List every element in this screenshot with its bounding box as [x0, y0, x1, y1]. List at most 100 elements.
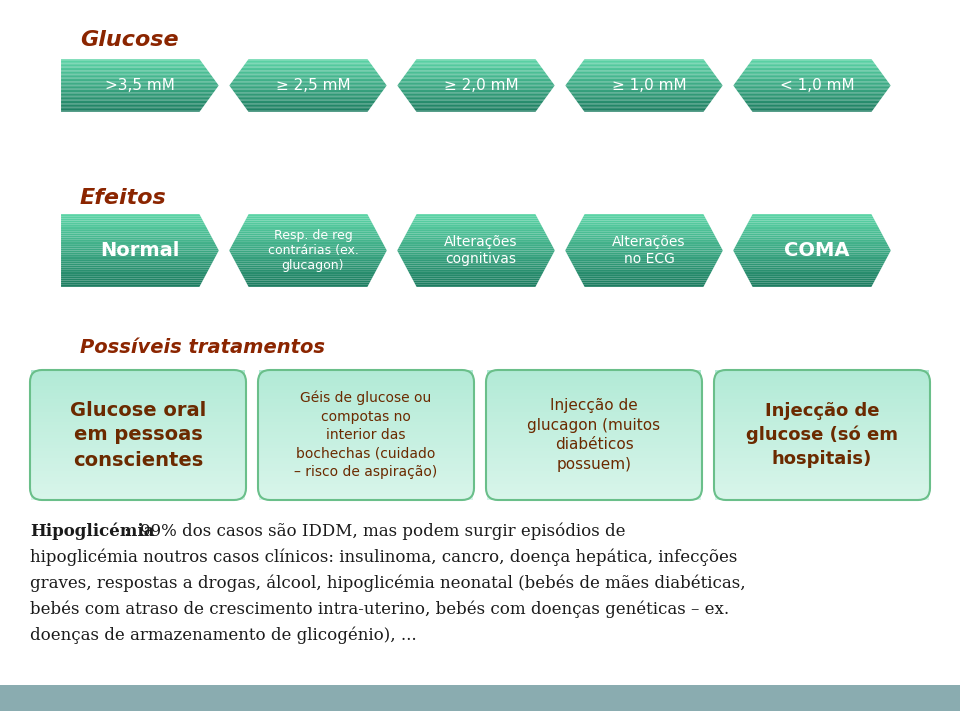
Polygon shape — [399, 80, 553, 81]
Text: COMA: COMA — [784, 241, 850, 260]
Bar — [715, 454, 929, 458]
Polygon shape — [247, 286, 369, 288]
Polygon shape — [408, 226, 544, 228]
Bar — [715, 402, 929, 406]
Polygon shape — [740, 73, 884, 75]
Polygon shape — [60, 286, 201, 288]
Bar — [715, 377, 929, 380]
Polygon shape — [402, 262, 550, 264]
Polygon shape — [243, 63, 373, 65]
Polygon shape — [400, 79, 552, 80]
Polygon shape — [247, 112, 369, 113]
Bar — [715, 419, 929, 422]
Polygon shape — [243, 106, 373, 107]
Polygon shape — [60, 63, 205, 65]
Polygon shape — [580, 218, 708, 220]
Polygon shape — [406, 230, 546, 232]
Bar — [487, 386, 701, 390]
Polygon shape — [569, 92, 719, 94]
Polygon shape — [244, 218, 372, 220]
Polygon shape — [241, 66, 375, 68]
Text: ≥ 2,5 mM: ≥ 2,5 mM — [276, 78, 350, 93]
Polygon shape — [413, 217, 539, 218]
Bar — [31, 448, 245, 451]
Polygon shape — [60, 267, 211, 269]
Bar — [259, 429, 473, 432]
Text: graves, respostas a drogas, álcool, hipoglicémia neonatal (bebés de mães diabéti: graves, respostas a drogas, álcool, hipo… — [30, 574, 746, 592]
Polygon shape — [571, 235, 717, 237]
Polygon shape — [412, 62, 540, 63]
Polygon shape — [735, 80, 889, 81]
Polygon shape — [748, 107, 876, 109]
Polygon shape — [233, 92, 383, 94]
Polygon shape — [737, 77, 887, 79]
Polygon shape — [232, 241, 384, 243]
Polygon shape — [739, 95, 885, 97]
Bar — [487, 422, 701, 425]
Polygon shape — [239, 69, 377, 70]
Polygon shape — [573, 72, 715, 73]
Bar — [487, 477, 701, 481]
Polygon shape — [60, 273, 208, 275]
Polygon shape — [572, 73, 716, 75]
Text: Glucose: Glucose — [80, 30, 179, 50]
Polygon shape — [60, 271, 209, 273]
Polygon shape — [237, 72, 379, 73]
Polygon shape — [234, 94, 382, 95]
Polygon shape — [60, 68, 208, 69]
Bar — [31, 390, 245, 392]
Polygon shape — [742, 230, 882, 232]
Polygon shape — [240, 226, 376, 228]
Polygon shape — [239, 101, 377, 102]
Bar — [31, 442, 245, 445]
Polygon shape — [574, 100, 714, 101]
Polygon shape — [242, 223, 374, 224]
Polygon shape — [573, 232, 715, 234]
Bar — [715, 493, 929, 497]
Text: < 1,0 mM: < 1,0 mM — [780, 78, 854, 93]
Polygon shape — [578, 277, 710, 279]
Polygon shape — [566, 88, 722, 90]
Polygon shape — [741, 267, 883, 269]
Polygon shape — [751, 286, 873, 288]
Polygon shape — [60, 90, 217, 91]
Polygon shape — [405, 72, 547, 73]
Polygon shape — [733, 252, 891, 255]
Bar — [31, 383, 245, 386]
Polygon shape — [735, 256, 889, 258]
Bar — [31, 445, 245, 448]
Polygon shape — [580, 62, 708, 63]
Polygon shape — [231, 90, 385, 91]
Polygon shape — [397, 82, 555, 84]
Polygon shape — [60, 256, 217, 258]
Bar — [259, 415, 473, 419]
Polygon shape — [397, 247, 555, 249]
Polygon shape — [580, 107, 708, 109]
Polygon shape — [230, 255, 386, 256]
Polygon shape — [247, 213, 369, 215]
Bar — [259, 448, 473, 451]
Bar — [715, 392, 929, 396]
Polygon shape — [60, 265, 212, 267]
Polygon shape — [405, 232, 547, 234]
Polygon shape — [747, 279, 877, 281]
Polygon shape — [238, 269, 378, 271]
Polygon shape — [744, 102, 880, 103]
Polygon shape — [749, 60, 875, 62]
Bar — [259, 451, 473, 454]
Polygon shape — [408, 273, 544, 275]
Polygon shape — [60, 220, 205, 223]
Polygon shape — [60, 223, 206, 224]
Polygon shape — [414, 284, 538, 286]
Polygon shape — [60, 262, 214, 264]
Polygon shape — [411, 106, 541, 107]
Bar — [31, 454, 245, 458]
Bar — [31, 451, 245, 454]
Polygon shape — [748, 281, 876, 282]
Text: ≥ 2,0 mM: ≥ 2,0 mM — [444, 78, 518, 93]
Polygon shape — [564, 85, 724, 87]
Polygon shape — [239, 271, 377, 273]
Polygon shape — [229, 247, 387, 249]
Polygon shape — [411, 63, 541, 65]
Polygon shape — [747, 63, 877, 65]
